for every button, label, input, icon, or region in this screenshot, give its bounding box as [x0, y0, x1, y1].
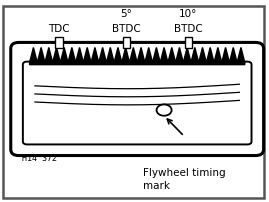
Polygon shape — [30, 47, 245, 65]
Text: BTDC: BTDC — [112, 24, 141, 34]
Bar — [55, 37, 63, 48]
Text: H14 372: H14 372 — [22, 154, 56, 163]
Text: TDC: TDC — [48, 24, 70, 34]
FancyBboxPatch shape — [23, 62, 252, 144]
Text: 10°: 10° — [179, 9, 197, 19]
FancyBboxPatch shape — [3, 6, 264, 198]
Text: BTDC: BTDC — [174, 24, 203, 34]
Bar — [185, 37, 192, 48]
Text: 5°: 5° — [121, 9, 132, 19]
FancyBboxPatch shape — [11, 42, 264, 156]
Bar — [123, 37, 130, 48]
Circle shape — [157, 104, 172, 116]
Text: Flywheel timing
mark: Flywheel timing mark — [143, 168, 225, 191]
